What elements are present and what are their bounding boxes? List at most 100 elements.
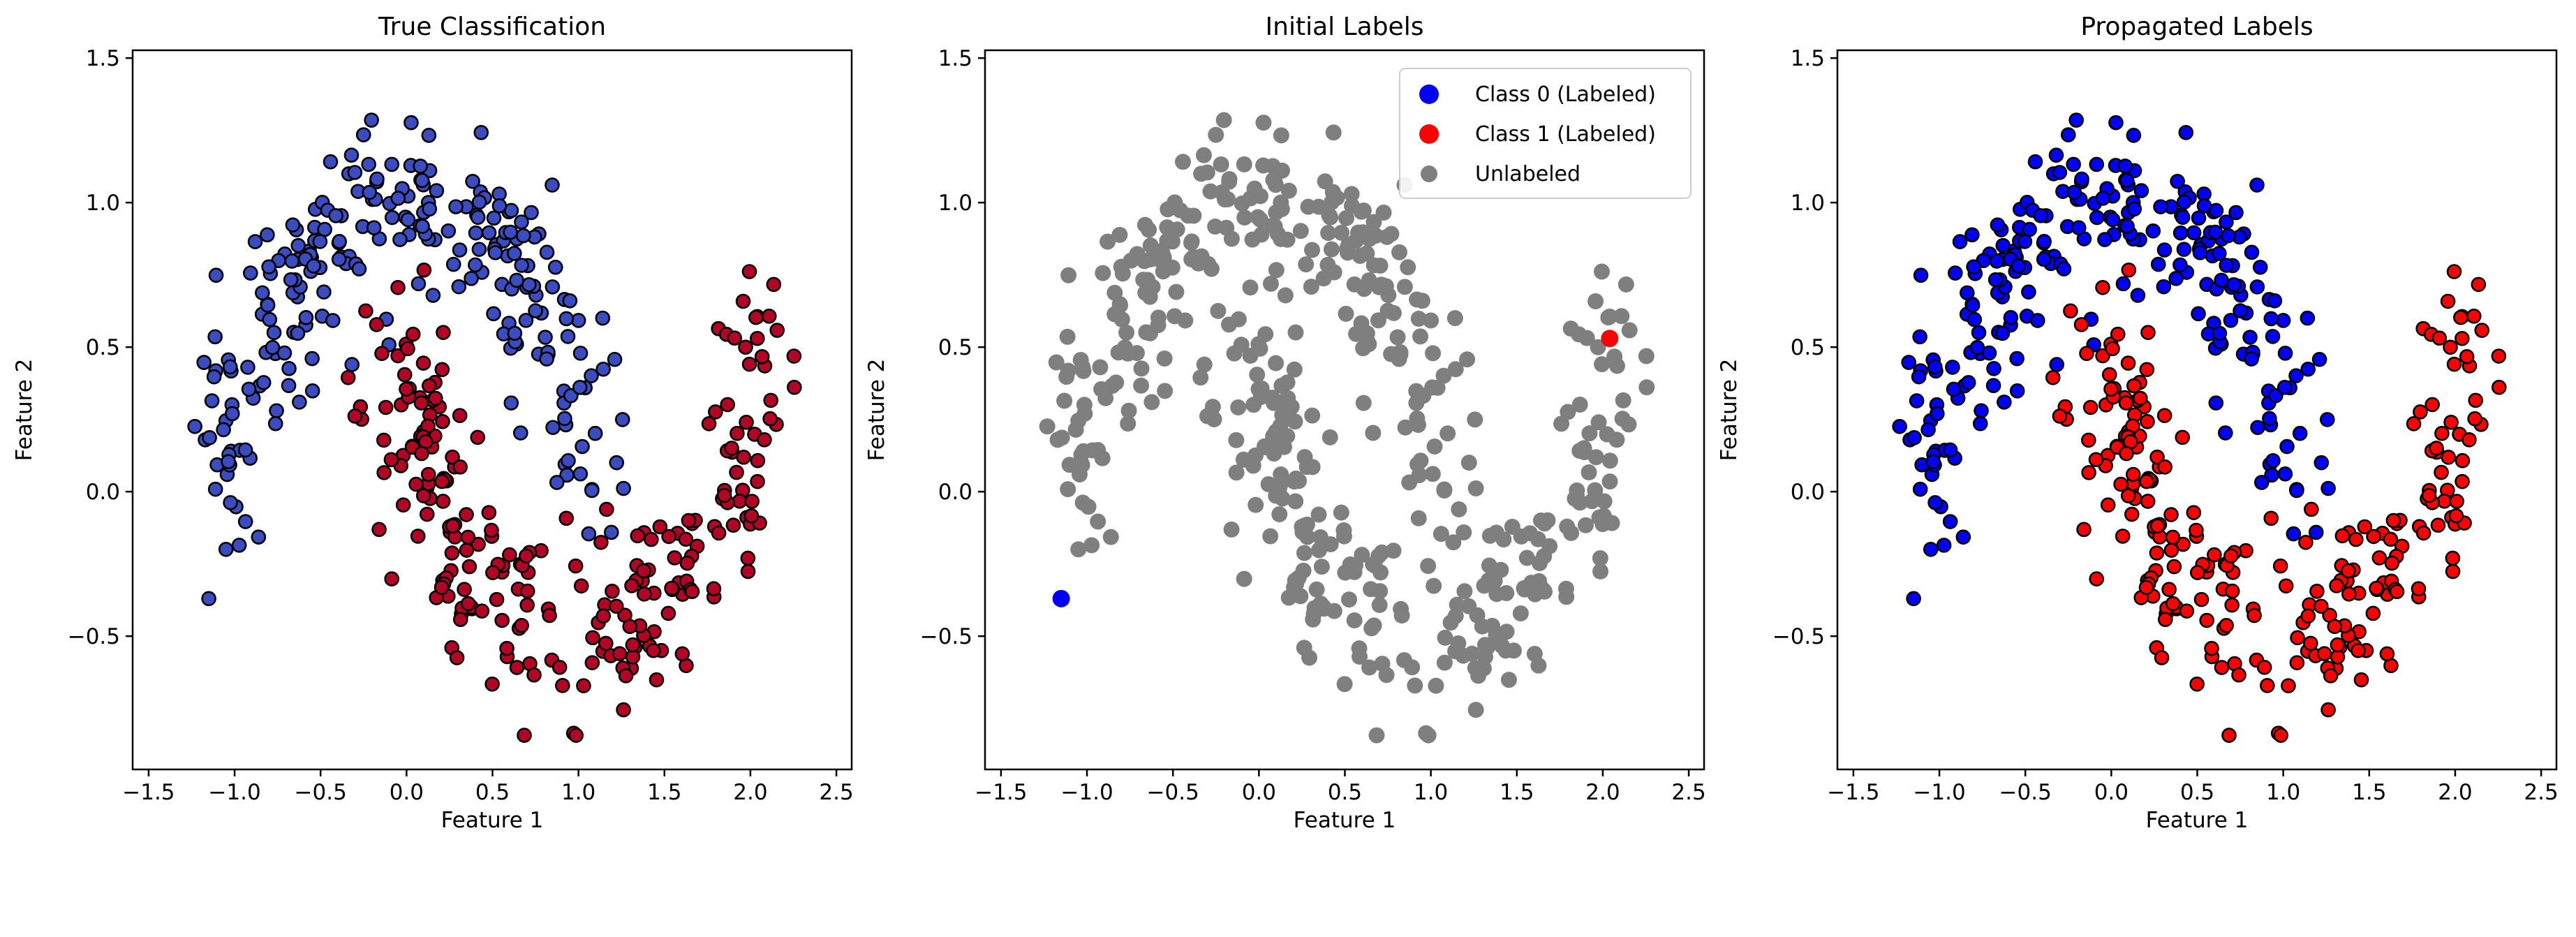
data-point-unlabeled [1474, 618, 1490, 635]
data-point-class0 [290, 237, 306, 253]
data-point-class1 [732, 493, 748, 509]
data-point-unlabeled [1583, 493, 1600, 510]
data-point-unlabeled [1594, 263, 1611, 280]
data-point-class1 [358, 303, 373, 319]
x-tick-label: 0.5 [2180, 780, 2214, 805]
data-point-unlabeled [1512, 605, 1529, 621]
data-point-unlabeled [1164, 233, 1180, 250]
data-point-unlabeled [1250, 381, 1267, 397]
data-point-unlabeled [1076, 405, 1093, 422]
data-point-class0 [471, 194, 487, 210]
data-point-class0 [1927, 495, 1943, 510]
data-point-unlabeled [1401, 474, 1418, 491]
data-point-unlabeled [1596, 493, 1613, 510]
data-point-unlabeled [1095, 265, 1111, 281]
data-point-unlabeled [1594, 356, 1611, 373]
data-point-class0 [2130, 288, 2146, 303]
data-point-unlabeled [1447, 607, 1464, 624]
data-point-unlabeled [1571, 396, 1588, 413]
data-point-class0 [572, 380, 588, 395]
data-point-class0 [2244, 351, 2259, 367]
data-point-class0 [468, 257, 483, 273]
data-point-labeled-class0 [1052, 589, 1070, 607]
data-point-class0 [2172, 225, 2189, 241]
data-point-unlabeled [1102, 529, 1119, 545]
data-point-class0 [2066, 156, 2081, 172]
data-point-unlabeled [1230, 399, 1247, 415]
data-point-unlabeled [1304, 407, 1321, 424]
data-point-class0 [2095, 191, 2111, 206]
data-point-unlabeled [1601, 473, 1618, 490]
data-point-class0 [1986, 361, 2001, 376]
y-axis-label: Feature 2 [1717, 359, 1742, 462]
data-point-class1 [2430, 517, 2446, 533]
data-point-unlabeled [1083, 537, 1100, 554]
data-point-unlabeled [1467, 411, 1483, 428]
data-point-unlabeled [1252, 340, 1268, 357]
data-point-class0 [516, 228, 531, 244]
data-point-class1 [2199, 612, 2214, 628]
data-point-unlabeled [1242, 279, 1259, 296]
data-point-unlabeled [1301, 649, 1318, 666]
data-point-unlabeled [1322, 429, 1338, 445]
data-point-unlabeled [1638, 379, 1655, 396]
data-point-class0 [2056, 261, 2072, 276]
data-point-class0 [2117, 158, 2133, 174]
data-point-class1 [2314, 598, 2329, 614]
data-point-unlabeled [1235, 451, 1252, 468]
data-point-class1 [2100, 497, 2116, 512]
data-point-class0 [2300, 310, 2316, 326]
data-point-class1 [2462, 432, 2477, 448]
x-tick-label: 1.0 [561, 780, 595, 805]
data-point-class1 [519, 548, 534, 564]
data-point-class0 [2308, 524, 2324, 540]
data-point-unlabeled [1333, 504, 1349, 521]
data-point-class1 [2105, 341, 2120, 357]
data-point-class0 [251, 529, 267, 545]
data-point-unlabeled [1313, 559, 1330, 575]
data-point-class1 [452, 408, 468, 423]
data-point-class0 [410, 276, 427, 292]
data-point-class1 [2089, 571, 2104, 586]
data-point-class0 [1942, 514, 1958, 529]
data-point-class1 [646, 642, 661, 658]
data-point-unlabeled [1280, 182, 1297, 199]
data-point-unlabeled [1249, 367, 1266, 383]
data-point-class0 [187, 418, 202, 434]
data-point-class0 [2252, 259, 2268, 275]
data-point-class1 [630, 528, 646, 544]
data-point-class1 [2161, 582, 2177, 598]
data-point-unlabeled [1371, 597, 1388, 614]
data-point-unlabeled [1526, 645, 1543, 662]
data-point-unlabeled [1615, 392, 1631, 408]
data-point-class1 [2139, 473, 2154, 489]
data-point-class1 [740, 550, 756, 566]
data-point-unlabeled [1359, 245, 1375, 262]
data-point-class1 [2303, 635, 2318, 651]
data-point-unlabeled [1312, 529, 1328, 545]
data-point-class1 [2415, 525, 2431, 541]
data-point-class0 [1966, 259, 1981, 274]
data-point-class1 [395, 497, 411, 512]
legend-marker-icon [1421, 165, 1437, 182]
data-point-unlabeled [1133, 360, 1150, 377]
data-point-unlabeled [1039, 418, 1056, 435]
data-point-class0 [325, 313, 341, 328]
data-point-class0 [524, 205, 539, 221]
data-point-unlabeled [1460, 455, 1477, 471]
data-point-class0 [558, 311, 575, 327]
data-point-class0 [413, 158, 428, 174]
data-point-class1 [519, 597, 535, 613]
data-point-class0 [2176, 242, 2192, 257]
data-point-class1 [2221, 728, 2237, 743]
data-point-class0 [202, 430, 217, 445]
data-point-unlabeled [1203, 260, 1220, 277]
data-point-class0 [404, 115, 419, 131]
data-point-unlabeled [1338, 305, 1354, 322]
data-point-class1 [2246, 607, 2262, 624]
data-point-class0 [1907, 430, 1922, 445]
data-point-class1 [2429, 441, 2444, 456]
data-point-class1 [2443, 415, 2459, 430]
data-point-class0 [304, 383, 320, 399]
data-point-class1 [2351, 642, 2366, 658]
